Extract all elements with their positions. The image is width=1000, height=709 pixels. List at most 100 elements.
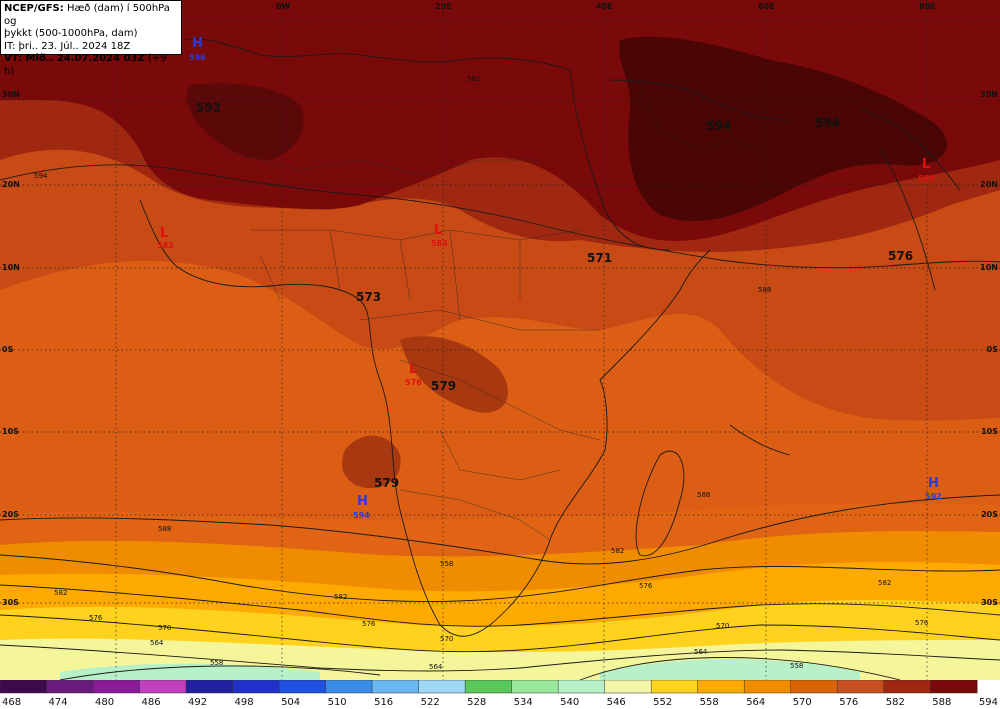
height-label: 579 bbox=[374, 476, 399, 490]
colorbar-swatch bbox=[325, 680, 373, 694]
height-label: 573 bbox=[356, 290, 381, 304]
pressure-center-symbol: H bbox=[928, 476, 939, 491]
thickness-label: 570 bbox=[716, 622, 729, 630]
height-label: 594 bbox=[815, 116, 840, 130]
colorbar-tick-label: 576 bbox=[839, 697, 858, 708]
fill-core-594-b bbox=[186, 83, 304, 160]
colorbar-tick-label: 498 bbox=[235, 697, 254, 708]
colorbar-swatch bbox=[650, 680, 699, 694]
thickness-label: 594 bbox=[34, 172, 48, 180]
colorbar-swatch bbox=[46, 680, 94, 694]
thickness-label: 576 bbox=[89, 614, 103, 622]
colorbar-tick-label: 594 bbox=[979, 697, 998, 708]
lat-label-right: 10N bbox=[980, 263, 998, 272]
lon-label: 20E bbox=[435, 2, 452, 11]
lat-label-left: 10N bbox=[2, 263, 20, 272]
height-label: 594 bbox=[706, 119, 731, 133]
thickness-label: 564 bbox=[150, 639, 164, 647]
pressure-center-value: 582 bbox=[157, 241, 174, 250]
colorbar-tick-label: 570 bbox=[793, 697, 812, 708]
thickness-label: 558 bbox=[790, 662, 803, 670]
colorbar-tick-label: 558 bbox=[700, 697, 719, 708]
colorbar-swatch bbox=[232, 680, 280, 694]
thickness-label: 588 bbox=[697, 491, 710, 499]
thickness-label: 570 bbox=[440, 635, 453, 643]
lat-label-left: 30S bbox=[2, 598, 19, 607]
colorbar-tick-label: 510 bbox=[328, 697, 347, 708]
coastlines bbox=[139, 38, 961, 637]
colorbar-tick-label: 480 bbox=[95, 697, 114, 708]
pressure-center-symbol: L bbox=[922, 157, 930, 172]
colorbar-swatch bbox=[604, 680, 652, 694]
lat-label-left: 10S bbox=[2, 427, 19, 436]
lat-label-left: 20S bbox=[2, 510, 19, 519]
colorbar-tick-label: 504 bbox=[281, 697, 300, 708]
thickness-label: 558 bbox=[210, 659, 223, 667]
colorbar-tick-label: 468 bbox=[2, 697, 21, 708]
colorbar-tick-label: 486 bbox=[142, 697, 161, 708]
thickness-label: 576 bbox=[362, 620, 376, 628]
colorbar-swatch bbox=[0, 680, 48, 694]
fill-pocket-582-a bbox=[400, 336, 509, 413]
lat-label-right: 0S bbox=[987, 345, 999, 354]
thickness-label: 576 bbox=[915, 619, 929, 627]
colorbar-swatch bbox=[743, 680, 792, 694]
lat-label-right: 30N bbox=[980, 90, 998, 99]
pressure-center-symbol: L bbox=[434, 223, 442, 238]
colorbar-swatch bbox=[557, 680, 606, 694]
colorbar-swatch bbox=[418, 680, 466, 694]
header-line-3: IT: þri.. 23. Júl.. 2024 18Z bbox=[4, 40, 131, 52]
height-label: 571 bbox=[587, 251, 612, 265]
lat-label-right: 20N bbox=[980, 180, 998, 189]
colorbar-tick-label: 516 bbox=[374, 697, 393, 708]
lat-label-right: 20S bbox=[981, 510, 998, 519]
height-contours bbox=[0, 164, 1000, 680]
colorbar-tick-label: 540 bbox=[560, 697, 579, 708]
lat-label-left: 30N bbox=[2, 90, 20, 99]
colorbar-tick-label: 582 bbox=[886, 697, 905, 708]
thickness-label: 564 bbox=[429, 663, 443, 671]
colorbar-swatch bbox=[371, 680, 420, 694]
lat-label-left: 0S bbox=[2, 345, 14, 354]
pressure-center-value: 589 bbox=[918, 174, 935, 183]
colorbar-swatch bbox=[883, 680, 931, 694]
lon-label: 0W bbox=[276, 2, 291, 11]
thickness-map: 0W 20E 40E 60E 80E 30N 20N 10N 0S 10S 20… bbox=[0, 0, 1000, 680]
lon-label: 80E bbox=[919, 2, 936, 11]
lat-label-right: 10S bbox=[981, 427, 998, 436]
colorbar-tick-label: 564 bbox=[746, 697, 765, 708]
thickness-label: 588 bbox=[158, 525, 171, 533]
colorbar-swatch bbox=[697, 680, 745, 694]
header-line-2: þykkt (500-1000hPa, dam) bbox=[4, 28, 138, 39]
colorbar-swatch bbox=[511, 680, 559, 694]
pressure-center-value: 592 bbox=[925, 492, 942, 501]
colorbar-tick-label: 552 bbox=[653, 697, 672, 708]
lon-label: 60E bbox=[758, 2, 775, 11]
pressure-center-symbol: L bbox=[160, 226, 168, 241]
country-borders bbox=[219, 89, 761, 541]
header-line-1: NCEP/GFS: Hæð (dam) í 500hPa og bbox=[4, 3, 178, 28]
fill-core-594-a bbox=[619, 36, 947, 222]
colorbar-tick-label: 588 bbox=[932, 697, 951, 708]
header-info-box: NCEP/GFS: Hæð (dam) í 500hPa og þykkt (5… bbox=[0, 0, 182, 77]
thickness-label: 558 bbox=[440, 560, 453, 568]
pressure-center-value: 596 bbox=[189, 53, 206, 62]
colorbar-swatch bbox=[836, 680, 885, 694]
header-valid-time: VT: Mið.. 24.07.2024 03Z bbox=[4, 53, 145, 64]
pressure-center-value: 583 bbox=[431, 239, 448, 248]
fill-pocket-582-b bbox=[342, 435, 401, 489]
thickness-label: 570 bbox=[158, 624, 171, 632]
thickness-label: 582 bbox=[611, 547, 624, 555]
colorbar-swatch bbox=[790, 680, 838, 694]
colorbar-swatch bbox=[929, 680, 978, 694]
header-lead-time: (+9 h) bbox=[4, 53, 167, 77]
thickness-label: 588 bbox=[758, 286, 771, 294]
colorbar-tick-label: 534 bbox=[514, 697, 533, 708]
lon-label: 40E bbox=[596, 2, 613, 11]
colorbar-swatch bbox=[139, 680, 187, 694]
thickness-label: 582 bbox=[878, 579, 891, 587]
colorbar-legend: 468 474 480 486 492 498 504 510 516 522 528 534 540 5… bbox=[0, 680, 998, 708]
height-label: 579 bbox=[431, 379, 456, 393]
thickness-label: 582 bbox=[467, 75, 480, 83]
pressure-center-symbol: H bbox=[192, 36, 203, 51]
